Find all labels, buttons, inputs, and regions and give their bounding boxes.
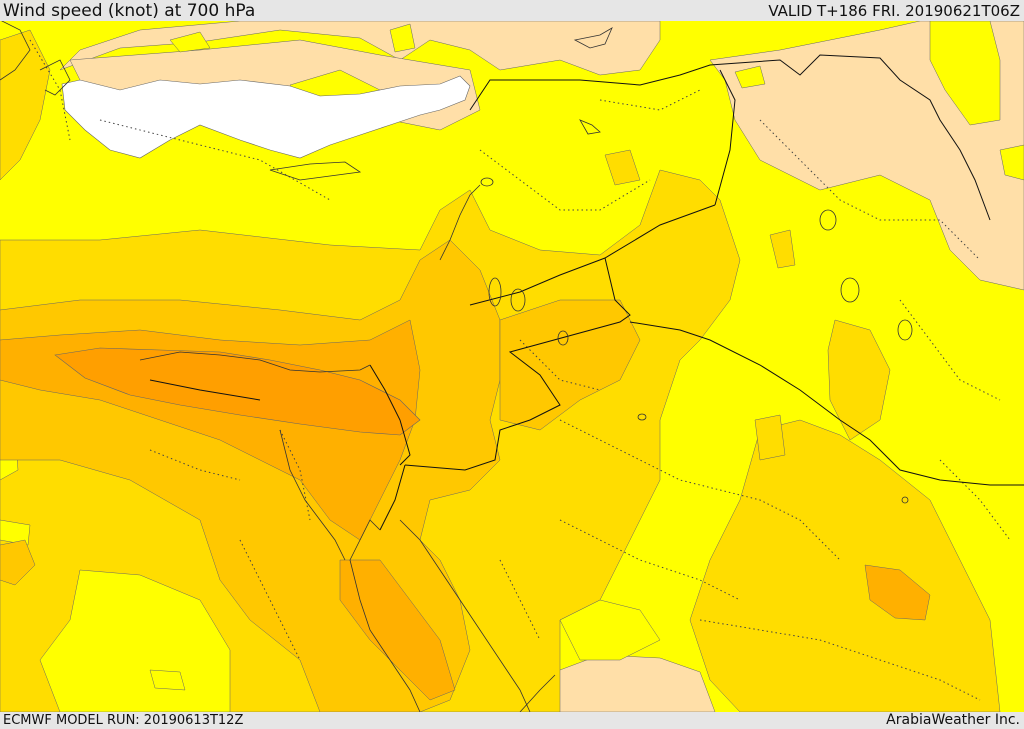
gold-region-west — [0, 29, 51, 181]
yellow-hole-west-edge-2 — [0, 519, 31, 546]
admin-boundaries — [29, 39, 1011, 701]
map-canvas[interactable] — [0, 21, 1024, 712]
lakes — [480, 177, 913, 504]
header-bar: Wind speed (knot) at 700 hPa VALID T+186… — [0, 0, 1024, 21]
model-run: ECMWF MODEL RUN: 20190613T12Z — [3, 713, 244, 728]
amber-region-jordan — [499, 299, 641, 431]
orange-region-red-sea — [339, 559, 456, 701]
gold-region-blob-4 — [754, 414, 786, 461]
coastlines — [0, 21, 613, 712]
footer-bar: ECMWF MODEL RUN: 20190613T12Z ArabiaWeat… — [0, 712, 1024, 729]
yellow-hole-south-west — [39, 569, 231, 712]
amber-region-blob — [0, 539, 36, 586]
yellow-patch-north-2 — [169, 31, 211, 53]
map-title: Wind speed (knot) at 700 hPa — [3, 1, 256, 21]
orange-region-east-blob — [864, 564, 931, 621]
gold-region-iraq-blob — [827, 319, 891, 441]
gold-region-blob-2 — [769, 229, 796, 269]
yellow-patch-iran-3 — [999, 144, 1024, 181]
valid-time: VALID T+186 FRI. 20190621T06Z — [768, 2, 1020, 20]
gold-region-east — [689, 419, 1001, 712]
wind-speed-map[interactable] — [0, 21, 1024, 712]
dark-orange-core — [54, 347, 421, 436]
credit: ArabiaWeather Inc. — [886, 712, 1020, 728]
yellow-hole-central — [149, 669, 186, 691]
calm-region — [61, 75, 471, 159]
yellow-patch-iran-1 — [929, 21, 1001, 126]
yellow-hole-east-gulf — [559, 599, 661, 661]
gold-region-blob-3 — [604, 149, 641, 186]
national-borders — [149, 54, 1024, 531]
yellow-patch-north-3 — [389, 23, 416, 53]
light-region-turkey — [59, 21, 661, 76]
yellow-patch-iran-2 — [734, 65, 766, 89]
